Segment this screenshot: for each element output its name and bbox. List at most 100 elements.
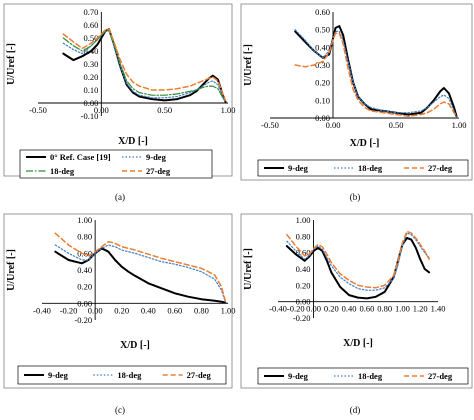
y-tick-label: 0.50 — [315, 25, 330, 35]
series-line-9-deg — [62, 29, 227, 103]
y-tick-label: 0.30 — [315, 60, 330, 70]
legend-label: 18-deg — [50, 166, 75, 176]
legend-box — [17, 365, 227, 385]
x-tick-label: 1.40 — [431, 304, 446, 314]
panel-d: -0.40 -0.20 0.00 0.20 0.40 0.60 0.80 1.00 1.20 1.… — [240, 213, 473, 389]
y-tick-label: 0.70 — [83, 7, 98, 17]
series-line-18-deg — [54, 244, 226, 303]
y-tick-label: -0.20 — [293, 313, 311, 323]
y-tick-label: 0.00 — [315, 113, 330, 123]
y-tick-label: 0.60 — [83, 20, 98, 30]
x-tick-label: 1.00 — [452, 120, 467, 130]
legend-box — [257, 159, 469, 177]
y-tick-label: 0.60 — [77, 248, 92, 258]
y-tick-label: 0.40 — [296, 264, 311, 274]
x-tick-label: -0.20 — [287, 304, 305, 314]
y-tick-label: 0.40 — [315, 42, 330, 52]
x-tick-label: 1.00 — [221, 305, 236, 315]
x-tick-label: -0.20 — [60, 305, 78, 315]
panel-a: -0.50 0.00 0.50 1.00-0.100.000.100.200.300.… — [3, 3, 236, 179]
legend-label: 9-deg — [288, 371, 309, 381]
x-axis-title: X/D [-] — [350, 138, 380, 149]
x-tick-label: 0.80 — [194, 305, 209, 315]
y-tick-label: 0.00 — [77, 298, 92, 308]
y-tick-label: -0.10 — [81, 111, 99, 121]
x-tick-label: 0.40 — [342, 304, 357, 314]
y-tick-label: 1.00 — [296, 215, 311, 225]
x-tick-label: 1.00 — [221, 105, 236, 115]
x-tick-label: 0.50 — [157, 105, 172, 115]
x-tick-label: 0.60 — [167, 305, 182, 315]
series-line-27-deg — [62, 28, 227, 102]
panel-caption-c: (c) — [115, 405, 125, 415]
legend-label: 0° Ref. Case [19] — [50, 152, 111, 162]
y-tick-label: 0.00 — [296, 297, 311, 307]
y-tick-label: 0.20 — [315, 78, 330, 88]
series-line-18-deg — [62, 29, 227, 103]
legend-label: 27-deg — [428, 163, 453, 173]
x-tick-label: 0.00 — [94, 105, 109, 115]
y-axis-title: U/Uref [-] — [243, 248, 254, 290]
panel-frame — [3, 213, 233, 389]
x-axis-title: X/D [-] — [120, 340, 150, 351]
legend-label: 27-deg — [187, 370, 212, 380]
y-tick-label: 0.10 — [83, 85, 98, 95]
panel-caption-b: (b) — [350, 192, 361, 202]
y-axis-title: U/Uref [-] — [243, 44, 254, 86]
panel-c: -0.40 -0.20 0.00 0.20 0.40 0.60 0.80 1.00-0.200… — [3, 213, 236, 389]
y-tick-label: 0.20 — [296, 280, 311, 290]
series-line-18-deg — [286, 232, 430, 291]
legend-label: 18-deg — [358, 371, 383, 381]
series-line-9-deg — [285, 237, 431, 300]
series-line-27-deg — [294, 32, 458, 117]
y-tick-label: 0.20 — [77, 282, 92, 292]
x-axis-title: X/D [-] — [343, 338, 373, 349]
y-tick-label: 0.80 — [77, 232, 92, 242]
x-tick-label: 1.00 — [395, 304, 410, 314]
panel-caption-a: (a) — [115, 192, 125, 202]
series-line-27-deg — [286, 230, 430, 289]
x-tick-label: 0.40 — [141, 305, 156, 315]
x-tick-label: -0.50 — [261, 120, 279, 130]
x-tick-label: -0.50 — [29, 105, 47, 115]
y-tick-label: -0.20 — [74, 315, 92, 325]
y-tick-label: 0.80 — [296, 231, 311, 241]
x-tick-label: 0.50 — [389, 120, 404, 130]
legend-label: 18-deg — [117, 370, 142, 380]
y-tick-label: 0.50 — [83, 33, 98, 43]
legend-label: 9-deg — [48, 370, 69, 380]
y-tick-label: 1.00 — [77, 215, 92, 225]
y-axis-title: U/Uref [-] — [6, 43, 17, 85]
legend-box — [19, 149, 213, 179]
x-tick-label: 0.80 — [377, 304, 392, 314]
panel-b: -0.50 0.00 0.50 1.00 0.00 0.10 0.20 0.30 0.40 0.5… — [240, 3, 473, 181]
legend-label: 27-deg — [146, 166, 171, 176]
y-tick-label: 0.60 — [296, 248, 311, 258]
legend-label: 9-deg — [146, 152, 167, 162]
x-tick-label: 0.00 — [88, 305, 103, 315]
x-tick-label: 0.20 — [324, 304, 339, 314]
panel-frame — [240, 213, 473, 389]
y-tick-label: 0.30 — [83, 59, 98, 69]
y-tick-label: 0.40 — [77, 265, 92, 275]
x-tick-label: 0.00 — [306, 304, 321, 314]
x-tick-label: 0.20 — [114, 305, 129, 315]
legend-label: 18-deg — [358, 163, 383, 173]
y-tick-label: 0.60 — [315, 7, 330, 17]
y-tick-label: 0.00 — [83, 98, 98, 108]
panel-caption-d: (d) — [350, 405, 361, 415]
y-tick-label: 0.10 — [315, 95, 330, 105]
x-tick-label: 1.20 — [413, 304, 428, 314]
x-tick-label: 0.00 — [326, 120, 341, 130]
series-line-9-deg — [54, 247, 227, 304]
legend-box — [257, 367, 469, 385]
x-tick-label: -0.40 — [33, 305, 51, 315]
y-tick-label: 0.20 — [83, 72, 98, 82]
legend-label: 27-deg — [428, 371, 453, 381]
x-axis-title: X/D [-] — [118, 136, 148, 147]
y-axis-title: U/Uref [-] — [6, 249, 17, 291]
series-line-27-deg — [54, 232, 227, 302]
x-tick-label: -0.40 — [269, 304, 287, 314]
x-tick-label: 0.60 — [359, 304, 374, 314]
